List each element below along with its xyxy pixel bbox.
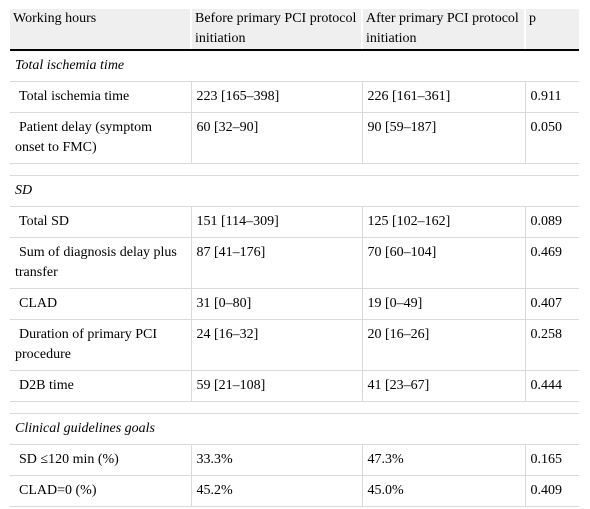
after-value: 19 [0–49] [361,287,525,319]
table-row: SD ≤120 min (%) 33.3% 47.3% 0.165 [10,443,579,475]
before-value: 60 [32–90] [190,111,362,163]
table-row: CLAD 31 [0–80] 19 [0–49] 0.407 [10,287,579,319]
header-working-hours: Working hours [10,9,191,51]
table-row: Sum of diagnosis delay plus transfer 87 … [10,236,579,288]
section-spacer [10,162,579,175]
row-label: D2B time [10,369,191,401]
before-value: 223 [165–398] [190,80,362,112]
row-label: Total ischemia time [10,80,191,112]
section-row: SD [10,174,579,206]
p-value: 0.165 [524,443,579,475]
section-row: Clinical guidelines goals [10,412,579,444]
before-value: 59 [21–108] [190,369,362,401]
table-row: Total ischemia time 223 [165–398] 226 [1… [10,80,579,112]
row-label: SD ≤120 min (%) [10,443,191,475]
after-value: 47.3% [361,443,525,475]
after-value: 20 [16–26] [361,318,525,370]
row-label: CLAD=0 (%) [10,474,191,507]
before-value: 87 [41–176] [190,236,362,288]
table-row: Patient delay (symptom onset to FMC) 60 … [10,111,579,163]
header-after: After primary PCI protocol initiation [361,9,525,51]
row-label: Total SD [10,205,191,237]
section-row: Total ischemia time [10,49,579,81]
after-value: 45.0% [361,474,525,507]
section-title: SD [10,174,579,206]
p-value: 0.911 [524,80,579,112]
p-value: 0.444 [524,369,579,401]
after-value: 226 [161–361] [361,80,525,112]
p-value: 0.258 [524,318,579,370]
table-row: Duration of primary PCI procedure 24 [16… [10,318,579,370]
p-value: 0.050 [524,111,579,163]
before-value: 151 [114–309] [190,205,362,237]
table-row: Total SD 151 [114–309] 125 [102–162] 0.0… [10,205,579,237]
before-value: 33.3% [190,443,362,475]
section-spacer [10,400,579,413]
header-before: Before primary PCI protocol initiation [190,9,362,51]
p-value: 0.089 [524,205,579,237]
before-value: 24 [16–32] [190,318,362,370]
row-label: CLAD [10,287,191,319]
after-value: 90 [59–187] [361,111,525,163]
header-row: Working hours Before primary PCI protoco… [10,9,579,51]
after-value: 125 [102–162] [361,205,525,237]
row-label: Duration of primary PCI procedure [10,318,191,370]
after-value: 70 [60–104] [361,236,525,288]
row-label: Sum of diagnosis delay plus transfer [10,236,191,288]
table-row: CLAD=0 (%) 45.2% 45.0% 0.409 [10,474,579,507]
table-row: D2B time 59 [21–108] 41 [23–67] 0.444 [10,369,579,401]
results-table: Working hours Before primary PCI protoco… [10,9,579,507]
after-value: 41 [23–67] [361,369,525,401]
section-title: Clinical guidelines goals [10,412,579,444]
p-value: 0.469 [524,236,579,288]
section-title: Total ischemia time [10,49,579,81]
before-value: 45.2% [190,474,362,507]
before-value: 31 [0–80] [190,287,362,319]
p-value: 0.407 [524,287,579,319]
header-p: p [524,9,579,51]
p-value: 0.409 [524,474,579,507]
row-label: Patient delay (symptom onset to FMC) [10,111,191,163]
